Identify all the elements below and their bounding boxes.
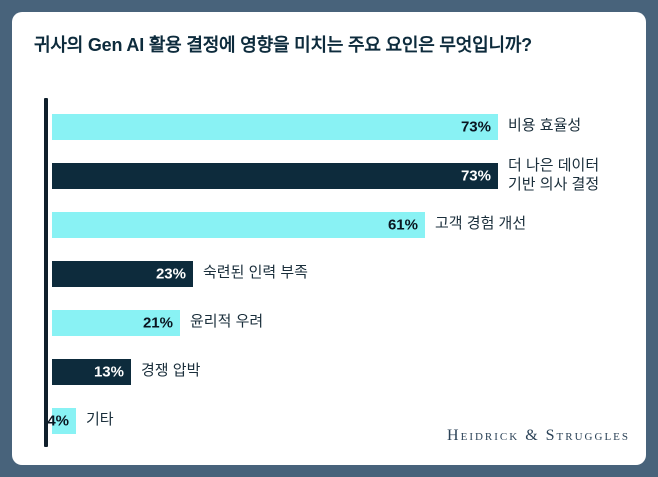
- chart-row: 73% 비용 효율성: [52, 102, 636, 151]
- y-axis-line: [44, 98, 48, 447]
- chart-row: 13% 경쟁 압박: [52, 347, 636, 396]
- bar-4: 23%: [52, 260, 193, 287]
- category-label: 숙련된 인력 부족: [203, 264, 308, 282]
- category-label: 더 나은 데이터 기반 의사 결정: [508, 156, 600, 193]
- value-label: 21%: [142, 314, 173, 331]
- chart-title: 귀사의 Gen AI 활용 결정에 영향을 미치는 주요 요인은 무엇입니까?: [34, 35, 532, 55]
- chart-row: 73% 더 나은 데이터 기반 의사 결정: [52, 151, 636, 200]
- bar-chart: 73% 비용 효율성 73% 더 나은 데이터 기반 의사 결정 61% 고객 경험 개선 2…: [47, 102, 636, 445]
- bar-5: 21%: [52, 309, 180, 336]
- bar-3: 61%: [52, 211, 425, 238]
- bar-6: 13%: [52, 358, 131, 385]
- value-label: 73%: [460, 167, 491, 184]
- value-label: 73%: [460, 118, 491, 135]
- bar-7: 4%: [47, 407, 76, 434]
- chart-row: 4% 기타: [47, 396, 636, 445]
- bar-2: 73%: [52, 162, 498, 189]
- heidrick-struggles-logo: Heidrick & Struggles: [447, 427, 630, 444]
- category-label: 기타: [86, 411, 114, 429]
- category-label: 윤리적 우려: [190, 313, 264, 331]
- value-label: 4%: [47, 412, 69, 429]
- chart-row: 61% 고객 경험 개선: [52, 200, 636, 249]
- value-label: 23%: [155, 265, 186, 282]
- category-label: 경쟁 압박: [141, 362, 201, 380]
- value-label: 61%: [387, 216, 418, 233]
- bar-1: 73%: [52, 113, 498, 140]
- value-label: 13%: [93, 363, 124, 380]
- chart-row: 21% 윤리적 우려: [52, 298, 636, 347]
- category-label: 고객 경험 개선: [435, 215, 527, 233]
- category-label: 비용 효율성: [508, 117, 582, 135]
- chart-row: 23% 숙련된 인력 부족: [52, 249, 636, 298]
- chart-card: 귀사의 Gen AI 활용 결정에 영향을 미치는 주요 요인은 무엇입니까? …: [12, 12, 646, 465]
